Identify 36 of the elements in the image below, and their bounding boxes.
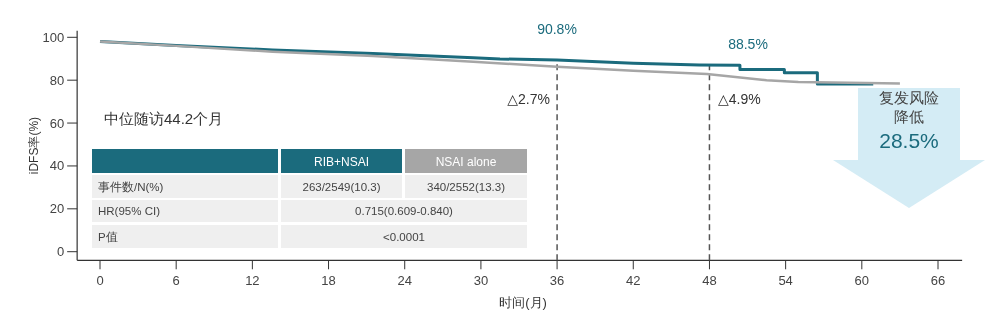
y-axis-title: iDFS率(%) bbox=[27, 116, 41, 175]
annotation: 340/2552(13.3) bbox=[426, 181, 506, 193]
y-tick-label: 60 bbox=[49, 115, 65, 131]
x-tick-label: 12 bbox=[245, 273, 260, 289]
annotation: 事件数/N(%) bbox=[98, 181, 164, 193]
annotation: P值 bbox=[98, 231, 118, 243]
x-tick-label: 54 bbox=[778, 273, 793, 289]
annotation: 88.5% bbox=[728, 36, 768, 52]
x-tick-label: 30 bbox=[473, 273, 489, 289]
annotation: HR(95% CI) bbox=[98, 205, 161, 217]
annotation: △4.9% bbox=[718, 91, 761, 107]
annotation: △2.7% bbox=[507, 91, 550, 107]
x-axis-title: 时间(月) bbox=[499, 295, 547, 310]
y-tick-label: 0 bbox=[56, 244, 65, 260]
y-tick-label: 80 bbox=[49, 72, 65, 88]
y-tick-label: 20 bbox=[49, 201, 65, 217]
x-tick-label: 42 bbox=[626, 273, 641, 289]
x-tick-label: 36 bbox=[549, 273, 565, 289]
x-tick-label: 48 bbox=[702, 273, 717, 289]
x-tick-label: 60 bbox=[854, 273, 870, 289]
x-tick-label: 24 bbox=[397, 273, 412, 289]
legend: RIB+NSAI NSAI alone bbox=[92, 149, 527, 173]
annotation: 中位随访44.2个月 bbox=[104, 110, 224, 127]
annotation: 降低 bbox=[894, 108, 924, 125]
x-tick-label: 18 bbox=[321, 273, 336, 289]
annotation: 复发风险 bbox=[879, 89, 939, 106]
x-tick-label: 66 bbox=[930, 273, 946, 289]
annotation: 263/2549(10.3) bbox=[302, 181, 381, 193]
x-tick-label: 6 bbox=[172, 273, 180, 289]
annotation: 0.715(0.609-0.840) bbox=[355, 205, 454, 217]
annotation: 90.8% bbox=[537, 21, 577, 37]
annotation: 28.5% bbox=[879, 129, 939, 152]
y-tick-label: 40 bbox=[49, 158, 65, 174]
annotation: <0.0001 bbox=[383, 231, 425, 243]
y-tick-label: 100 bbox=[42, 29, 65, 45]
x-tick-label: 0 bbox=[96, 273, 104, 289]
